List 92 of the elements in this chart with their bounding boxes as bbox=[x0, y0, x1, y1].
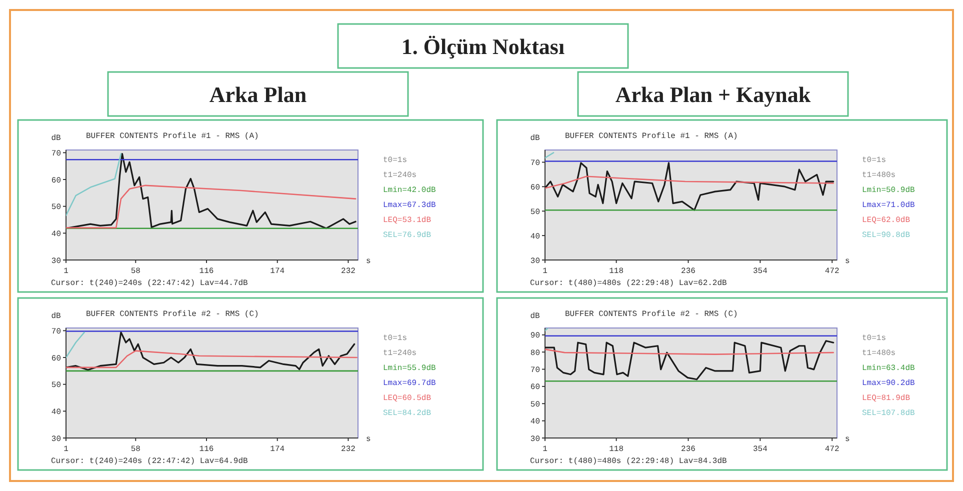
y-tick-label: 30 bbox=[51, 256, 62, 266]
y-tick-label: 30 bbox=[530, 256, 540, 266]
x-tick-label: 174 bbox=[270, 267, 285, 276]
x-tick-label: 116 bbox=[199, 267, 214, 276]
text: Lmin=63.4dB bbox=[862, 364, 916, 373]
line-series bbox=[545, 176, 834, 189]
text: Lmax=71.0dB bbox=[862, 201, 916, 210]
text: SEL=84.2dB bbox=[383, 409, 432, 418]
y-tick-label: 30 bbox=[530, 434, 540, 444]
y-tick-label: 30 bbox=[51, 434, 62, 444]
y-tick-label: 40 bbox=[530, 418, 540, 427]
y-tick-label: 50 bbox=[530, 400, 540, 410]
text: LEQ=53.1dB bbox=[383, 216, 432, 225]
x-tick-label: 232 bbox=[341, 445, 356, 454]
y-tick-label: 50 bbox=[530, 208, 540, 217]
text: t1=480s bbox=[862, 171, 896, 180]
chart-title: BUFFER CONTENTS Profile #2 - RMS (C) bbox=[86, 310, 259, 319]
x-tick-label: 118 bbox=[609, 445, 624, 454]
y-tick-label: 70 bbox=[51, 149, 62, 158]
text: LEQ=60.5dB bbox=[383, 394, 432, 403]
y-tick-label: 60 bbox=[530, 183, 540, 192]
text: t1=480s bbox=[862, 349, 896, 358]
text: Cursor: t(240)=240s (22:47:42) Lav=44.7dB bbox=[51, 279, 248, 288]
line-series bbox=[66, 350, 358, 368]
text: Lmin=50.9dB bbox=[862, 186, 916, 195]
text: Lmax=69.7dB bbox=[383, 379, 436, 388]
text: Lmin=42.0dB bbox=[383, 186, 436, 195]
line-series bbox=[66, 331, 356, 371]
text: 1. Ölçüm Noktası bbox=[401, 34, 565, 59]
y-tick-label: 60 bbox=[530, 383, 540, 392]
text: Lmin=55.9dB bbox=[383, 364, 436, 373]
text: t0=1s bbox=[383, 334, 408, 343]
y-tick-label: 50 bbox=[51, 203, 62, 212]
y-axis-title: dB bbox=[51, 312, 61, 321]
chart-title: BUFFER CONTENTS Profile #2 - RMS (C) bbox=[565, 310, 738, 319]
text: Cursor: t(480)=480s (22:29:48) Lav=62.2dB bbox=[530, 279, 728, 288]
text: LEQ=81.9dB bbox=[862, 394, 910, 403]
text: LEQ=62.0dB bbox=[862, 216, 910, 225]
y-tick-label: 70 bbox=[530, 366, 540, 376]
text: SEL=90.8dB bbox=[862, 231, 910, 240]
line-series bbox=[545, 340, 834, 380]
x-tick-label: 232 bbox=[341, 267, 356, 276]
y-tick-label: 80 bbox=[530, 348, 540, 358]
x-axis-title: s bbox=[366, 256, 371, 266]
y-axis-title: dB bbox=[530, 312, 540, 321]
x-tick-label: 1 bbox=[64, 267, 69, 276]
text: t1=240s bbox=[383, 349, 417, 358]
x-tick-label: 354 bbox=[752, 445, 768, 454]
text: Arka Plan + Kaynak bbox=[615, 82, 812, 107]
x-tick-label: 354 bbox=[752, 267, 768, 276]
y-axis-title: dB bbox=[530, 134, 540, 143]
x-tick-label: 1 bbox=[542, 445, 548, 454]
chart-title: BUFFER CONTENTS Profile #1 - RMS (A) bbox=[86, 132, 259, 141]
x-tick-label: 472 bbox=[824, 445, 840, 454]
y-tick-label: 60 bbox=[51, 176, 62, 186]
text: t1=240s bbox=[383, 171, 417, 180]
x-axis-title: s bbox=[366, 434, 371, 444]
y-tick-label: 70 bbox=[530, 159, 540, 168]
x-tick-label: 116 bbox=[199, 445, 214, 454]
text: t0=1s bbox=[862, 156, 886, 165]
x-tick-label: 472 bbox=[824, 267, 840, 276]
y-tick-label: 40 bbox=[530, 232, 540, 242]
x-tick-label: 1 bbox=[64, 445, 69, 454]
text: Lmax=67.3dB bbox=[383, 201, 436, 210]
y-tick-label: 70 bbox=[51, 327, 62, 336]
text: Cursor: t(480)=480s (22:29:48) Lav=84.3dB bbox=[530, 457, 728, 466]
text: t0=1s bbox=[862, 334, 886, 343]
text: Cursor: t(240)=240s (22:47:42) Lav=64.9dB bbox=[51, 457, 248, 466]
y-axis-title: dB bbox=[51, 134, 61, 143]
x-tick-label: 118 bbox=[609, 267, 624, 276]
x-tick-label: 1 bbox=[542, 267, 548, 276]
line-series bbox=[545, 162, 834, 211]
x-tick-label: 236 bbox=[681, 267, 696, 276]
y-tick-label: 60 bbox=[51, 354, 62, 364]
x-tick-label: 236 bbox=[681, 445, 696, 454]
x-tick-label: 58 bbox=[130, 267, 141, 276]
text: SEL=107.8dB bbox=[862, 409, 916, 418]
text: Arka Plan bbox=[209, 82, 307, 107]
line-series bbox=[66, 153, 122, 216]
x-tick-label: 58 bbox=[130, 445, 141, 454]
y-tick-label: 40 bbox=[51, 230, 62, 239]
x-tick-label: 174 bbox=[270, 445, 285, 454]
x-axis-title: s bbox=[845, 256, 850, 266]
y-tick-label: 40 bbox=[51, 408, 62, 417]
y-tick-label: 50 bbox=[51, 381, 62, 390]
y-tick-label: 90 bbox=[530, 332, 540, 341]
line-series bbox=[66, 184, 356, 228]
text: Lmax=90.2dB bbox=[862, 379, 916, 388]
text: t0=1s bbox=[383, 156, 408, 165]
text: SEL=76.9dB bbox=[383, 231, 432, 240]
x-axis-title: s bbox=[845, 434, 850, 444]
chart-title: BUFFER CONTENTS Profile #1 - RMS (A) bbox=[565, 132, 738, 141]
